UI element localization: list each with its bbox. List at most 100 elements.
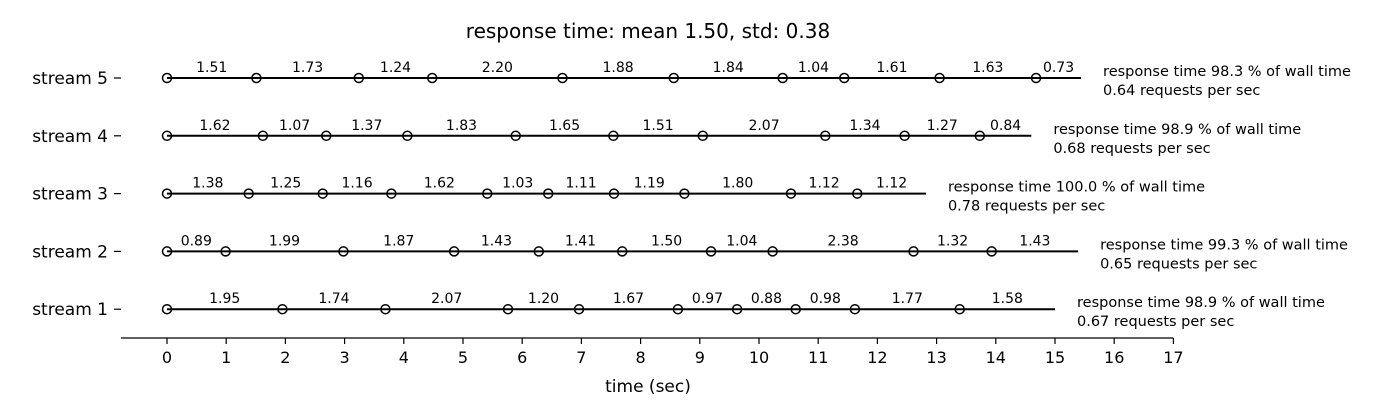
duration-label: 1.58 bbox=[992, 291, 1023, 307]
duration-label: 1.32 bbox=[937, 233, 968, 249]
wall-time-annotation: response time 99.3 % of wall time bbox=[1100, 237, 1348, 253]
request-marker bbox=[557, 72, 568, 84]
request-marker bbox=[353, 72, 365, 84]
request-marker bbox=[426, 72, 438, 84]
requests-per-sec-annotation: 0.64 requests per sec bbox=[1103, 83, 1260, 99]
chart-title: response time: mean 1.50, std: 0.38 bbox=[466, 19, 830, 43]
x-tick-label: 16 bbox=[1104, 348, 1124, 367]
request-marker bbox=[767, 246, 778, 257]
duration-label: 1.38 bbox=[192, 176, 223, 192]
request-marker bbox=[161, 130, 173, 142]
request-marker bbox=[320, 130, 332, 142]
stream-row: stream 5 1.51 1.73 1.24 2.20 1.88 1.84 1.04 1.61… bbox=[32, 60, 1351, 99]
request-marker bbox=[533, 246, 545, 257]
stream-row: stream 3 1.38 1.25 1.16 1.62 1.03 1.11 1.19 1.80… bbox=[32, 176, 1205, 215]
duration-label: 1.63 bbox=[972, 60, 1003, 76]
x-tick-label: 8 bbox=[636, 348, 646, 367]
duration-label: 1.67 bbox=[613, 291, 644, 307]
request-marker bbox=[899, 130, 910, 142]
duration-label: 1.99 bbox=[269, 233, 300, 249]
duration-label: 1.03 bbox=[502, 176, 533, 192]
request-marker bbox=[161, 188, 173, 199]
request-marker bbox=[482, 188, 493, 199]
x-tick-label: 13 bbox=[926, 348, 946, 367]
duration-label: 0.97 bbox=[692, 291, 723, 307]
x-tick-label: 1 bbox=[221, 348, 231, 367]
x-tick-label: 0 bbox=[162, 348, 172, 367]
duration-label: 1.43 bbox=[481, 233, 512, 249]
duration-label: 1.80 bbox=[722, 176, 753, 192]
request-marker bbox=[251, 72, 262, 84]
request-marker bbox=[668, 72, 680, 84]
x-axis: 0 1 2 3 4 5 6 7 8 9 10 11 12 13 14 15 16 17 bbox=[121, 337, 1184, 367]
x-tick-label: 6 bbox=[517, 348, 527, 367]
request-marker bbox=[380, 303, 391, 315]
request-marker bbox=[243, 188, 254, 199]
request-marker bbox=[852, 188, 863, 199]
duration-label: 1.43 bbox=[1019, 233, 1050, 249]
request-marker bbox=[386, 188, 397, 199]
duration-label: 1.41 bbox=[565, 233, 596, 249]
duration-label: 2.07 bbox=[748, 118, 779, 134]
duration-label: 1.07 bbox=[279, 118, 310, 134]
duration-label: 1.37 bbox=[351, 118, 382, 134]
request-marker bbox=[448, 246, 460, 257]
request-marker bbox=[277, 303, 288, 315]
request-marker bbox=[954, 303, 965, 315]
request-marker bbox=[608, 130, 619, 142]
duration-label: 2.20 bbox=[482, 60, 513, 76]
x-tick-label: 12 bbox=[867, 348, 887, 367]
duration-label: 0.89 bbox=[181, 233, 212, 249]
duration-label: 1.04 bbox=[726, 233, 757, 249]
request-marker bbox=[705, 246, 717, 257]
duration-label: 0.84 bbox=[990, 118, 1021, 134]
request-marker bbox=[616, 246, 628, 257]
duration-label: 1.83 bbox=[446, 118, 477, 134]
request-marker bbox=[161, 303, 173, 315]
wall-time-annotation: response time 100.0 % of wall time bbox=[948, 180, 1205, 196]
duration-label: 1.95 bbox=[209, 291, 240, 307]
request-marker bbox=[161, 72, 173, 84]
x-axis-label: time (sec) bbox=[605, 377, 691, 397]
request-marker bbox=[1030, 72, 1042, 84]
duration-label: 1.24 bbox=[380, 60, 411, 76]
duration-label: 0.73 bbox=[1043, 60, 1074, 76]
duration-label: 1.62 bbox=[424, 176, 455, 192]
request-marker bbox=[220, 246, 231, 257]
duration-label: 1.20 bbox=[528, 291, 559, 307]
wall-time-annotation: response time 98.3 % of wall time bbox=[1103, 64, 1351, 80]
duration-label: 1.50 bbox=[651, 233, 682, 249]
x-tick-label: 15 bbox=[1045, 348, 1065, 367]
duration-label: 1.87 bbox=[383, 233, 414, 249]
duration-label: 2.38 bbox=[827, 233, 858, 249]
request-marker bbox=[974, 130, 986, 142]
duration-label: 1.34 bbox=[849, 118, 880, 134]
duration-label: 0.98 bbox=[810, 291, 841, 307]
x-tick-label: 3 bbox=[340, 348, 350, 367]
wall-time-annotation: response time 98.9 % of wall time bbox=[1077, 295, 1325, 311]
stream-label: stream 5 bbox=[32, 69, 108, 89]
duration-label: 1.25 bbox=[270, 176, 301, 192]
requests-per-sec-annotation: 0.68 requests per sec bbox=[1053, 141, 1210, 157]
request-marker bbox=[573, 303, 585, 315]
x-tick-label: 11 bbox=[808, 348, 828, 367]
x-tick-label: 9 bbox=[695, 348, 705, 367]
x-tick-label: 7 bbox=[576, 348, 586, 367]
stream-row: stream 1 1.95 1.74 2.07 1.20 1.67 0.97 0.88 0.98… bbox=[32, 291, 1325, 330]
duration-label: 1.51 bbox=[642, 118, 673, 134]
stream-row: stream 2 0.89 1.99 1.87 1.43 1.41 1.50 1.04 2.38… bbox=[32, 233, 1348, 272]
wall-time-annotation: response time 98.9 % of wall time bbox=[1053, 122, 1301, 138]
stream-row: stream 4 1.62 1.07 1.37 1.83 1.65 1.51 2.07 1.34… bbox=[32, 118, 1301, 157]
duration-label: 1.84 bbox=[713, 60, 744, 76]
request-marker bbox=[317, 188, 328, 199]
x-tick-label: 5 bbox=[458, 348, 468, 367]
requests-per-sec-annotation: 0.67 requests per sec bbox=[1077, 314, 1234, 330]
requests-per-sec-annotation: 0.78 requests per sec bbox=[948, 199, 1105, 215]
request-marker bbox=[934, 72, 945, 84]
request-marker bbox=[838, 72, 850, 84]
x-tick-label: 14 bbox=[986, 348, 1006, 367]
request-marker bbox=[697, 130, 709, 142]
stream-label: stream 4 bbox=[32, 127, 108, 147]
duration-label: 1.61 bbox=[876, 60, 907, 76]
